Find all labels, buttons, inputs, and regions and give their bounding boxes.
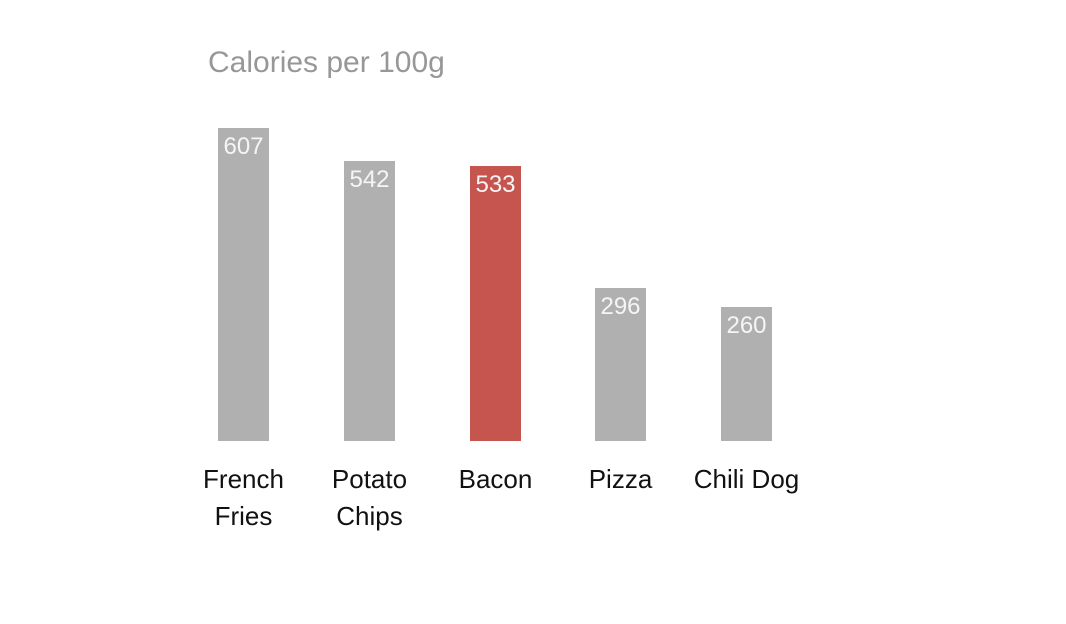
bar-potato-chips[interactable]: 542 bbox=[344, 161, 395, 441]
bar-bacon[interactable]: 533 bbox=[470, 166, 521, 441]
category-label-pizza: Pizza bbox=[588, 464, 653, 494]
bar-value-label: 607 bbox=[223, 133, 264, 160]
category-label-french-fries: French Fries bbox=[203, 464, 284, 531]
bar-french-fries[interactable]: 607 bbox=[218, 128, 269, 441]
bar-value-label: 296 bbox=[600, 293, 641, 320]
chart-title: Calories per 100g bbox=[208, 46, 445, 79]
bar-value-label: 260 bbox=[726, 312, 767, 339]
category-label-bacon: Bacon bbox=[458, 464, 533, 494]
bar-pizza[interactable]: 296 bbox=[595, 288, 646, 441]
bar-chili-dog[interactable]: 260 bbox=[721, 307, 772, 441]
category-label-chili-dog: Chili Dog bbox=[693, 464, 800, 494]
bar-value-label: 542 bbox=[349, 166, 390, 193]
bar-value-label: 533 bbox=[475, 171, 516, 198]
category-label-potato-chips: Potato Chips bbox=[331, 464, 408, 531]
